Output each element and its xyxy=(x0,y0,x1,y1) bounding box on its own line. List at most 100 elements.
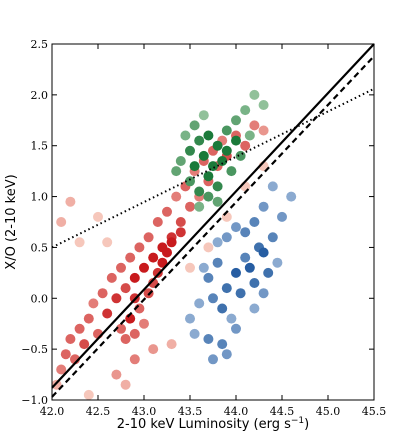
data-point xyxy=(277,211,287,222)
data-point xyxy=(221,232,232,243)
axis-ticks: 42.0 42.5 43.0 43.5 44.0 44.5 45.0 45.5 −1.0 −0.5… xyxy=(21,38,386,418)
data-point xyxy=(226,166,237,177)
data-point xyxy=(212,181,223,192)
data-point xyxy=(148,252,159,263)
data-point xyxy=(65,334,76,344)
data-point xyxy=(194,201,205,212)
x-axis-title: 2-10 keV Luminosity (erg s−1) xyxy=(117,416,309,432)
data-point xyxy=(120,334,131,344)
data-point xyxy=(231,323,241,334)
y-tick-label: 0.5 xyxy=(31,241,49,254)
data-point xyxy=(148,278,159,288)
data-point xyxy=(267,181,278,192)
data-point xyxy=(258,247,269,258)
data-point xyxy=(244,262,255,273)
data-point xyxy=(65,196,76,207)
data-point xyxy=(185,176,195,187)
data-point xyxy=(203,171,214,182)
data-point xyxy=(258,201,269,212)
data-point xyxy=(221,125,232,136)
data-point xyxy=(203,130,214,141)
data-point xyxy=(120,379,131,390)
dashed-fit-line xyxy=(51,55,375,398)
solid-fit-line xyxy=(51,43,375,389)
data-point xyxy=(240,105,251,116)
data-point xyxy=(152,217,163,227)
data-point xyxy=(125,252,136,263)
y-tick-label: 1.5 xyxy=(31,140,49,153)
data-point xyxy=(272,257,283,268)
data-point xyxy=(88,298,99,309)
data-point xyxy=(129,272,140,283)
data-point xyxy=(51,379,62,390)
data-point xyxy=(157,257,168,268)
data-point xyxy=(56,217,67,227)
data-point xyxy=(203,272,214,283)
y-tick-label: −0.5 xyxy=(21,343,48,356)
data-point xyxy=(175,156,186,166)
x-axis-title-superscript: −1 xyxy=(291,416,304,426)
data-point xyxy=(203,242,214,253)
data-point xyxy=(143,232,154,243)
data-point xyxy=(286,191,297,202)
data-point xyxy=(231,135,241,146)
data-point xyxy=(194,135,205,146)
data-point xyxy=(83,389,94,400)
data-point xyxy=(134,242,145,253)
data-point xyxy=(120,283,131,294)
data-point xyxy=(162,206,172,217)
data-point xyxy=(217,339,228,350)
data-point xyxy=(240,252,251,263)
data-point xyxy=(258,125,269,136)
data-point xyxy=(116,323,126,334)
data-point xyxy=(102,308,113,319)
data-point xyxy=(166,339,177,350)
data-point xyxy=(111,293,122,304)
y-tick-label: 2.0 xyxy=(31,89,49,102)
data-point xyxy=(235,150,246,161)
data-point xyxy=(83,313,94,324)
data-point xyxy=(148,344,159,355)
scatter-points xyxy=(51,89,297,400)
data-point xyxy=(79,339,90,350)
data-point xyxy=(139,318,149,329)
data-point xyxy=(171,191,182,202)
data-point xyxy=(240,227,251,238)
data-point xyxy=(208,293,218,304)
data-point xyxy=(97,288,108,299)
fit-lines xyxy=(51,43,375,398)
data-point xyxy=(106,272,117,283)
data-point xyxy=(102,237,113,248)
data-point xyxy=(185,313,195,324)
data-point xyxy=(221,283,232,294)
data-point xyxy=(194,298,205,309)
data-point xyxy=(212,237,223,248)
data-point xyxy=(175,227,186,238)
data-point xyxy=(139,262,149,273)
dotted-fit-line xyxy=(51,87,375,249)
data-point xyxy=(212,140,223,151)
data-point xyxy=(116,262,126,273)
data-point xyxy=(152,267,163,278)
x-tick-label: 43.5 xyxy=(178,405,203,418)
data-point xyxy=(249,217,260,227)
data-point xyxy=(208,354,218,365)
data-point xyxy=(203,191,214,202)
data-point xyxy=(212,257,223,268)
data-point xyxy=(185,262,195,273)
x-tick-label: 43.0 xyxy=(132,405,157,418)
data-point xyxy=(240,140,251,151)
data-point xyxy=(166,237,177,248)
data-point xyxy=(162,247,172,258)
x-tick-label: 45.0 xyxy=(316,405,341,418)
y-tick-label: −1.0 xyxy=(21,394,48,407)
data-point xyxy=(185,145,195,156)
data-point xyxy=(198,262,209,273)
y-axis-title: X/O (2-10 keV) xyxy=(4,174,19,269)
data-point xyxy=(226,313,237,324)
data-point xyxy=(231,222,241,233)
x-tick-label: 45.5 xyxy=(362,405,387,418)
data-point xyxy=(189,161,200,172)
x-tick-label: 44.0 xyxy=(224,405,249,418)
